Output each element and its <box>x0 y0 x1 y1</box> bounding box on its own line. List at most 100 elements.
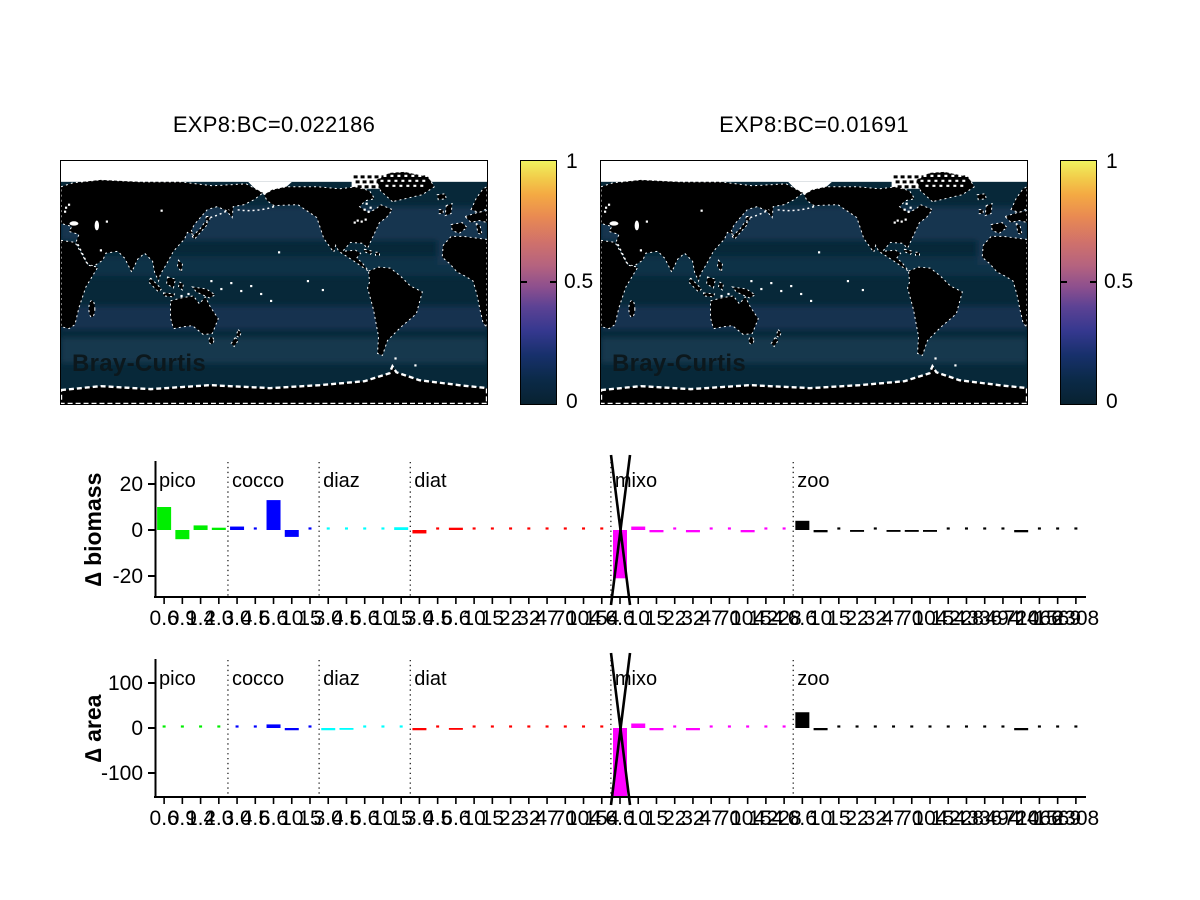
colorbar-tick-label: 1 <box>1106 150 1118 173</box>
bar <box>363 527 367 530</box>
bar <box>509 527 513 530</box>
bar <box>180 725 184 728</box>
x-tick-label: 4.5 <box>241 607 270 630</box>
island-arcs <box>77 205 275 264</box>
bar <box>1014 530 1029 533</box>
x-tick-label: 0.9 <box>168 807 197 830</box>
bar <box>1056 725 1060 728</box>
x-tick-label: 154 <box>584 807 619 830</box>
colorbar-mid-notch <box>521 281 527 283</box>
bar <box>983 725 987 728</box>
x-tick-label: 10 <box>462 607 485 630</box>
x-tick-label: 70 <box>718 807 741 830</box>
island-arcs <box>617 205 815 264</box>
x-tick-label: 32 <box>517 807 540 830</box>
bar-group-mixo <box>613 526 786 579</box>
x-tick-label: 15 <box>645 607 668 630</box>
bar-group-cocco <box>235 724 312 731</box>
bar <box>1074 725 1078 728</box>
bar <box>472 725 476 728</box>
x-tick-label: 15 <box>298 807 321 830</box>
x-tick-label: 3.0 <box>314 607 343 630</box>
group-label-mixo: mixo <box>615 470 657 492</box>
bar <box>284 728 299 731</box>
y-tick-label: 100 <box>108 672 143 695</box>
x-tick-label: 70 <box>900 807 923 830</box>
bar <box>472 527 476 530</box>
map1-title: EXP8:BC=0.022186 <box>172 112 376 137</box>
group-label-mixo: mixo <box>615 668 657 690</box>
inland-seas-and-islands <box>603 202 957 367</box>
x-tick-label: 32 <box>864 607 887 630</box>
bar <box>1074 527 1078 530</box>
group-label-diat: diat <box>414 470 447 492</box>
group-label-pico: pico <box>159 668 196 690</box>
bar <box>709 527 713 530</box>
bar-group-zoo <box>795 712 1078 731</box>
greenland-mottle <box>920 174 970 187</box>
x-tick-label: 0.9 <box>168 607 197 630</box>
bar-group-cocco <box>230 500 312 537</box>
bar <box>946 527 950 530</box>
map2-title: EXP8:BC=0.01691 <box>719 112 909 137</box>
x-tick-label: 47 <box>882 807 905 830</box>
x-tick-label: 4.5 <box>423 807 452 830</box>
bar <box>326 527 330 530</box>
bar <box>795 712 810 728</box>
offscale-x-marker <box>609 652 632 806</box>
x-tick-label: 6.6 <box>788 807 817 830</box>
x-tick-label: 15 <box>481 807 504 830</box>
x-tick-label: 10 <box>462 807 485 830</box>
bar <box>448 728 463 730</box>
x-tick-label: 32 <box>681 607 704 630</box>
bar <box>193 525 208 530</box>
colorbar-mid-notch <box>550 281 556 283</box>
x-tick-label: 47 <box>535 607 558 630</box>
x-tick-label: 2.0 <box>204 607 233 630</box>
bar <box>490 527 494 530</box>
world-map-panel-1: Bray-Curtis <box>60 160 488 405</box>
x-tick-label: 4.5 <box>423 607 452 630</box>
bar-group-mixo <box>613 723 786 797</box>
x-tick-label: 6.6 <box>259 607 288 630</box>
x-tick-label: 104 <box>566 607 601 630</box>
colorbar-tick-label: 0.5 <box>1104 270 1134 293</box>
x-tick-label: 3.0 <box>405 807 434 830</box>
bar <box>964 725 968 728</box>
world-map-svg <box>61 161 487 404</box>
x-tick-label: 22 <box>845 607 868 630</box>
bar <box>946 725 950 728</box>
x-tick-label: 154 <box>748 607 783 630</box>
bar <box>321 728 336 731</box>
x-tick-label: 6.6 <box>605 607 634 630</box>
bar-group-diaz <box>321 725 403 731</box>
colorbar-mid-notch <box>1090 281 1096 283</box>
bar <box>412 530 427 534</box>
antarctica <box>601 363 1027 404</box>
x-tick-label: 494 <box>985 607 1020 630</box>
bar <box>631 526 646 530</box>
x-tick-label: 1569 <box>1034 807 1081 830</box>
bar <box>600 527 604 530</box>
bar <box>782 725 786 728</box>
bar <box>782 527 786 530</box>
bar <box>253 725 257 728</box>
greenland-mottle <box>380 174 430 187</box>
x-tick-label: 10 <box>371 807 394 830</box>
bar <box>412 728 427 731</box>
colorbar-2 <box>1060 160 1097 405</box>
bar <box>509 725 513 728</box>
bar <box>1056 527 1060 530</box>
land-masses <box>61 171 487 357</box>
x-tick-label: 70 <box>554 807 577 830</box>
bar <box>339 728 354 730</box>
x-tick-label: 10 <box>627 607 650 630</box>
bar <box>837 725 841 728</box>
offscale-x-marker <box>609 454 632 606</box>
x-tick-label: 15 <box>298 607 321 630</box>
colorbar-tick-label: 1 <box>566 150 578 173</box>
bar <box>235 725 239 728</box>
bar <box>964 527 968 530</box>
x-tick-label: 32 <box>681 807 704 830</box>
bar <box>910 725 914 728</box>
